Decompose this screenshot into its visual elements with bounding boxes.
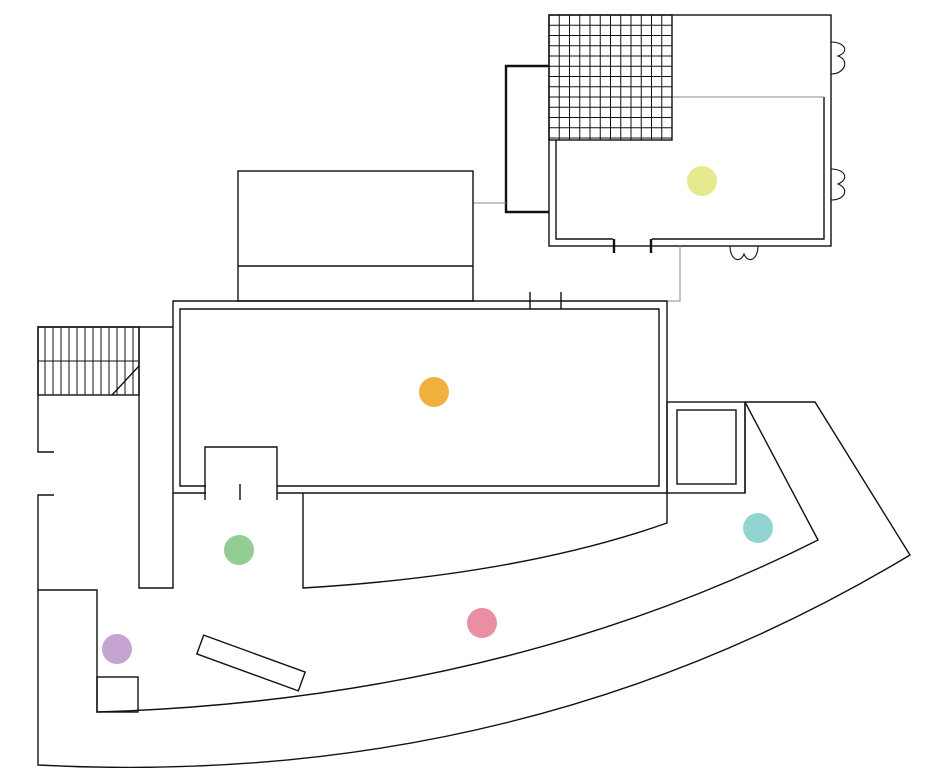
upper-right-annex xyxy=(504,64,549,214)
connector-line xyxy=(667,246,681,302)
lower-right-outer xyxy=(666,401,746,494)
hall-entrance xyxy=(204,446,278,500)
staircase xyxy=(37,326,140,396)
marker-green xyxy=(224,535,254,565)
tiled-grid-area xyxy=(548,14,673,141)
wing-small-box xyxy=(96,676,139,713)
left-wing-upper-wall xyxy=(37,326,173,453)
marker-teal xyxy=(743,513,773,543)
wing-bench xyxy=(195,634,307,692)
lower-right-room xyxy=(666,401,746,494)
upper-right-building xyxy=(504,14,846,261)
curved-wing-wall xyxy=(37,401,911,768)
double-door-icon xyxy=(729,245,759,261)
upper-right-inner-wall xyxy=(555,97,825,240)
lower-right-inner xyxy=(676,409,737,485)
left-wing-lower-wall xyxy=(37,494,54,590)
left-wing xyxy=(37,326,174,590)
connector-lines xyxy=(473,202,681,302)
markers xyxy=(102,166,773,664)
marker-purple xyxy=(102,634,132,664)
middle-upper-room xyxy=(237,170,474,302)
marker-yellow xyxy=(687,166,717,196)
stair-diagonal xyxy=(111,365,140,396)
double-door-icon xyxy=(830,168,846,201)
curved-wing xyxy=(37,401,911,768)
main-hall xyxy=(172,300,668,500)
middle-upper-block xyxy=(237,170,562,309)
main-hall-outer-wall xyxy=(172,300,668,494)
left-corridor-wall xyxy=(138,327,174,589)
main-hall-inner-wall xyxy=(179,308,660,487)
marker-orange xyxy=(419,377,449,407)
marker-pink xyxy=(467,608,497,638)
upper-right-outer-wall xyxy=(548,14,832,247)
double-door-icon xyxy=(830,41,846,75)
wing-inner-room xyxy=(302,493,668,589)
